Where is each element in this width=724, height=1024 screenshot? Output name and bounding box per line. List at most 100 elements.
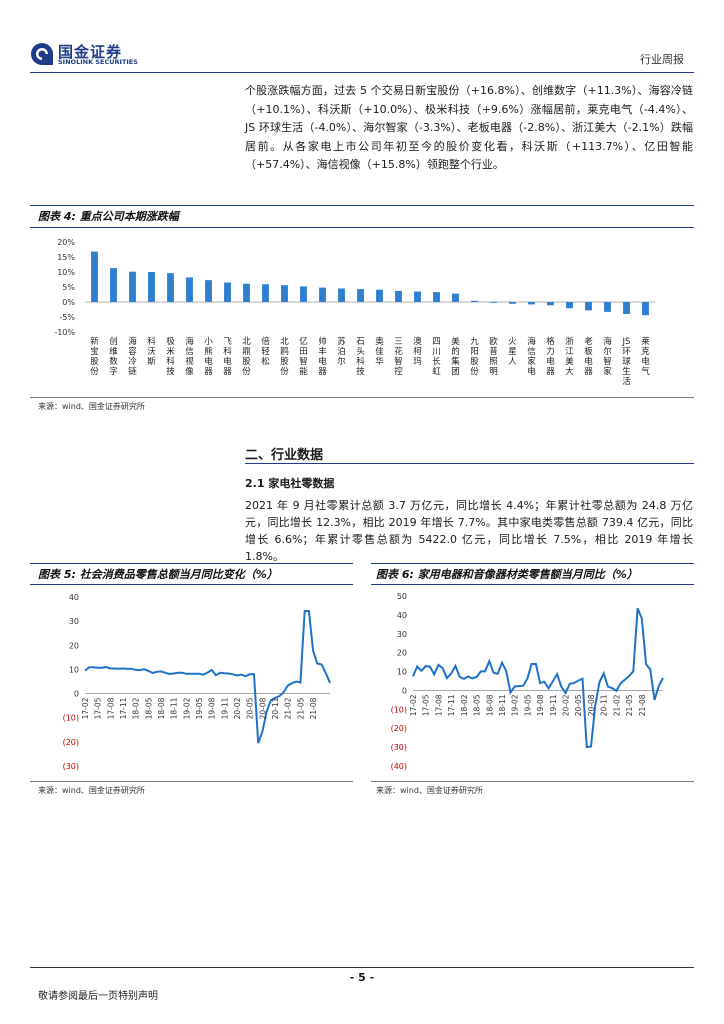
x-tick-label: 18-02 [460, 694, 469, 716]
x-category-label: 飞科电器 [223, 337, 232, 377]
sinolink-logo-icon [31, 43, 53, 65]
bar [452, 293, 459, 302]
x-category-label: 海尔智家 [603, 336, 612, 377]
figure4-bottom-rule [30, 397, 694, 398]
x-tick-label: 21-08 [309, 697, 318, 719]
bar [623, 302, 630, 314]
bar [129, 271, 136, 302]
y-tick-label: (30) [63, 762, 79, 771]
figure5-top-rule [30, 563, 353, 564]
x-tick-label: 21-02 [612, 694, 621, 716]
x-tick-label: 17-05 [422, 694, 431, 716]
y-tick-label: 0 [74, 690, 79, 699]
x-category-label: 石头科技 [356, 337, 365, 377]
bar [281, 285, 288, 302]
x-tick-label: 19-11 [220, 697, 229, 719]
x-category-label: 奥佳华 [375, 336, 384, 367]
bar [376, 289, 383, 302]
bar [471, 300, 478, 302]
x-category-label: 火星人 [508, 337, 517, 367]
x-category-label: 九阳股份 [470, 337, 479, 377]
y-tick-label: 50 [397, 592, 407, 601]
x-tick-label: 19-08 [536, 694, 545, 716]
x-tick-label: 18-11 [170, 697, 179, 719]
bar [186, 277, 193, 302]
y-tick-label: 20 [397, 649, 407, 658]
y-tick-label: 0% [62, 298, 75, 307]
x-tick-label: 18-05 [473, 694, 482, 716]
x-category-label: 浙江美大 [565, 336, 574, 377]
y-tick-label: 5% [62, 283, 75, 292]
x-tick-label: 18-02 [132, 697, 141, 719]
series-line [84, 610, 331, 744]
x-tick-label: 21-05 [625, 694, 634, 716]
section-heading: 二、行业数据 [245, 448, 324, 463]
logo-text-cn: 国金证券 [58, 43, 123, 61]
x-category-label: 帅丰电器 [318, 336, 327, 377]
y-tick-label: (30) [391, 743, 407, 752]
bar [91, 251, 98, 302]
x-category-label: 科沃斯 [147, 336, 156, 367]
x-category-label: 澳柯玛 [413, 336, 422, 367]
x-category-label: 北鸥股份 [280, 337, 289, 377]
figure6-bottom-rule [371, 781, 694, 782]
x-category-label: 海信视像 [185, 336, 194, 377]
y-tick-label: (10) [63, 714, 79, 723]
line-chart-retail-sales: 40 30 20 10 0 (10) (20) (30) 17-02 17-05 17-08 17-1… [63, 593, 331, 771]
bar [395, 290, 402, 302]
x-tick-label: 20-11 [271, 697, 280, 719]
figure4-source: 来源：wind、国金证券研究所 [38, 402, 145, 411]
x-tick-label: 17-02 [81, 697, 90, 719]
bar [509, 302, 516, 304]
x-category-label: 老板电器 [584, 336, 593, 377]
bar [243, 283, 250, 302]
bar [528, 302, 535, 305]
x-tick-label: 21-02 [284, 697, 293, 719]
y-tick-label: 0 [402, 686, 407, 695]
bar-chart-stock-changes: 20% 15% 10% 5% 0% -5% -10% 新宝股份 创维数字 海容冷链 科沃斯 极米科技 海… [54, 238, 655, 387]
x-tick-label: 20-02 [233, 697, 242, 719]
figure5-title: 图表 5: 社会消费品零售总额当月同比变化（%） [38, 568, 278, 581]
bar [262, 284, 269, 302]
x-category-label: 欧普照明 [489, 336, 498, 377]
x-tick-label: 19-02 [511, 694, 520, 716]
figure4-top-rule [30, 205, 694, 206]
bar [566, 302, 573, 309]
y-tick-label: (10) [391, 705, 407, 714]
x-category-label: 三花智控 [394, 337, 403, 377]
x-tick-label: 19-11 [549, 694, 558, 716]
figure6-source: 来源：wind、国金证券研究所 [376, 786, 483, 795]
x-tick-label: 17-05 [94, 697, 103, 719]
bar [604, 302, 611, 312]
series-line [412, 607, 664, 749]
x-category-label: 四川长虹 [432, 337, 441, 377]
y-tick-label: 15% [57, 253, 75, 262]
bar [490, 302, 497, 303]
y-tick-label: 40 [69, 593, 79, 602]
x-category-label: 美的集团 [451, 336, 460, 377]
x-category-label: 极米科技 [166, 336, 175, 377]
bar [300, 286, 307, 302]
x-tick-label: 18-05 [144, 697, 153, 719]
x-tick-label: 17-08 [106, 697, 115, 719]
x-tick-label: 17-08 [434, 694, 443, 716]
x-category-label: 北鼎股份 [242, 337, 251, 377]
bar [319, 287, 326, 302]
bar [585, 302, 592, 311]
x-tick-label: 18-08 [157, 697, 166, 719]
bar [205, 280, 212, 302]
y-tick-label: 20% [57, 238, 75, 247]
bar [642, 302, 649, 316]
y-tick-label: 10 [397, 668, 407, 677]
bar [414, 291, 421, 302]
y-tick-label: (20) [391, 724, 407, 733]
y-tick-label: 10% [57, 268, 75, 277]
x-tick-label: 19-05 [523, 694, 532, 716]
bar [433, 292, 440, 302]
bar [338, 288, 345, 302]
x-category-label: 海信家电 [527, 336, 536, 377]
y-tick-label: (20) [63, 738, 79, 747]
x-tick-label: 19-02 [182, 697, 191, 719]
footer-disclaimer: 敬请参阅最后一页特别声明 [38, 991, 158, 1002]
